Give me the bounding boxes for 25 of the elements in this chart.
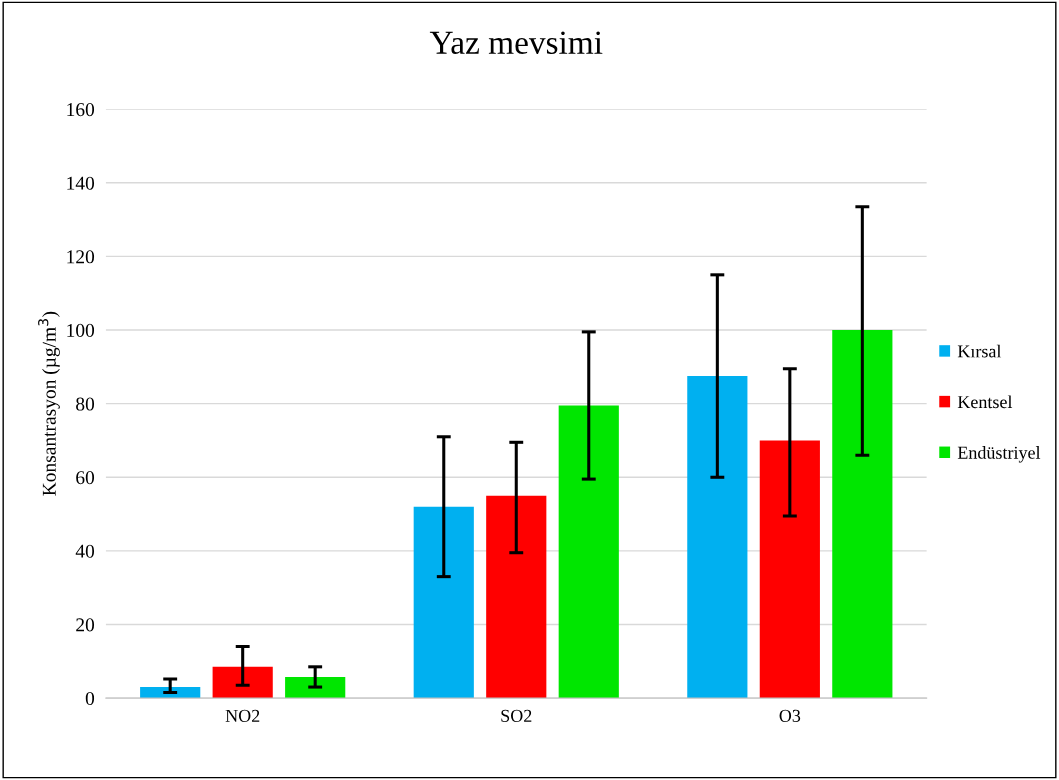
x-tick-label: SO2 [501,709,532,722]
y-tick-label: 120 [67,250,95,264]
bar [759,440,820,699]
legend-label: Kırsal [957,344,1002,358]
legend-label: Kentsel [957,395,1013,409]
bar [558,405,619,699]
y-tick-label: 60 [76,471,95,485]
y-tick-label: 160 [67,103,95,117]
y-tick-label: 40 [75,544,95,558]
legend-label: Endüstriyel [957,446,1041,463]
bar [687,376,748,699]
bar [413,506,474,699]
bar [832,330,893,699]
x-tick-label: O3 [779,709,801,722]
chart-title: Yaz mevsimi [429,31,603,54]
y-tick-label: 100 [67,323,95,337]
bar [212,666,273,699]
y-tick-label: 0 [85,691,95,706]
x-tick-label: NO2 [225,709,260,722]
y-tick-label: 80 [76,397,95,411]
y-tick-label: 140 [67,176,95,190]
bar [285,677,346,699]
y-tick-label: 20 [76,618,95,632]
bar [486,495,547,699]
y-axis-title: Konsantrasyon (µg/m$^{3}$) [38,311,60,496]
